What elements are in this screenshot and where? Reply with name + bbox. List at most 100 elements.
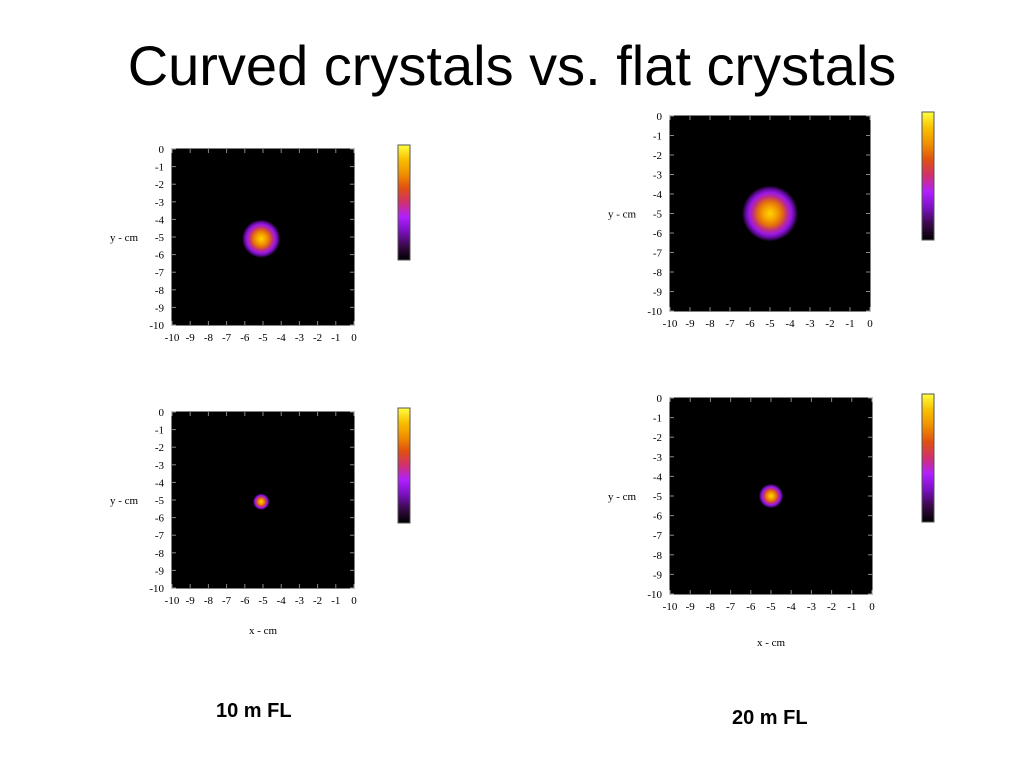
- y-tick-label: -4: [653, 189, 663, 201]
- y-tick-label: -4: [155, 214, 165, 226]
- y-tick-label: -5: [155, 495, 165, 507]
- x-tick-label: -2: [827, 601, 836, 613]
- y-tick-label: -9: [653, 287, 663, 299]
- colorbar: [397, 144, 411, 261]
- intensity-spot: [242, 219, 281, 258]
- x-tick-label: -1: [331, 595, 340, 607]
- slide-title: Curved crystals vs. flat crystals: [127, 34, 897, 97]
- x-tick-label: -9: [186, 332, 196, 344]
- y-tick-label: -4: [653, 471, 663, 483]
- y-tick-label: -10: [647, 589, 662, 601]
- x-tick-label: -7: [222, 332, 232, 344]
- x-tick-label: -2: [313, 332, 322, 344]
- x-tick-label: -9: [685, 318, 695, 330]
- y-tick-label: -6: [155, 513, 165, 525]
- y-tick-label: -7: [653, 530, 663, 542]
- x-axis-label: x - cm: [249, 625, 278, 637]
- x-tick-label: -6: [745, 318, 755, 330]
- y-tick-label: -9: [653, 569, 663, 581]
- y-tick-label: -2: [155, 179, 164, 191]
- x-tick-label: 0: [867, 318, 873, 330]
- intensity-spot: [742, 185, 798, 242]
- x-tick-label: -9: [186, 595, 196, 607]
- y-tick-label: -3: [653, 452, 663, 464]
- x-tick-label: -2: [825, 318, 834, 330]
- x-tick-label: -4: [787, 601, 797, 613]
- y-tick-label: -7: [155, 530, 165, 542]
- x-tick-label: 0: [351, 332, 357, 344]
- y-tick-label: -7: [653, 248, 663, 260]
- y-tick-label: -6: [653, 511, 663, 523]
- x-tick-label: -10: [663, 601, 678, 613]
- x-axis-label: x - cm: [757, 637, 786, 649]
- y-tick-label: -3: [155, 197, 165, 209]
- colorbar: [921, 111, 935, 241]
- x-tick-label: -3: [805, 318, 815, 330]
- colorbar: [921, 393, 935, 523]
- y-axis-label: y - cm: [608, 209, 637, 221]
- x-tick-label: -7: [725, 318, 735, 330]
- x-tick-label: -8: [204, 332, 214, 344]
- y-tick-label: 0: [159, 407, 165, 419]
- y-axis-label: y - cm: [110, 495, 139, 507]
- y-tick-label: -9: [155, 565, 165, 577]
- x-tick-label: -3: [295, 595, 305, 607]
- x-tick-label: -7: [222, 595, 232, 607]
- x-tick-label: -3: [807, 601, 817, 613]
- x-tick-label: -2: [313, 595, 322, 607]
- y-tick-label: -8: [155, 548, 165, 560]
- y-tick-label: 0: [159, 144, 165, 156]
- intensity-spot: [252, 493, 270, 510]
- y-tick-label: -8: [653, 550, 663, 562]
- x-tick-label: -7: [726, 601, 736, 613]
- y-tick-label: -3: [653, 170, 663, 182]
- intensity-spot: [758, 483, 784, 509]
- y-tick-label: -8: [653, 267, 663, 279]
- y-tick-label: -2: [653, 150, 662, 162]
- y-tick-label: -1: [653, 131, 662, 143]
- y-tick-label: -10: [149, 583, 164, 595]
- y-tick-label: -10: [149, 320, 164, 332]
- x-tick-label: -4: [277, 332, 287, 344]
- y-tick-label: -2: [653, 432, 662, 444]
- x-tick-label: 0: [869, 601, 875, 613]
- y-tick-label: 0: [657, 393, 663, 405]
- x-tick-label: -5: [765, 318, 775, 330]
- y-tick-label: -6: [155, 250, 165, 262]
- y-tick-label: -8: [155, 285, 165, 297]
- y-tick-label: -7: [155, 267, 165, 279]
- heatmap-flat-10m: 0-1-2-3-4-5-6-7-8-9-10-10 -9 -8 -7 -6 -5 -4 -3-…: [110, 407, 411, 637]
- heatmap-flat-20m: 0-1-2-3-4-5-6-7-8-9-10-10 -9 -8 -7 -6 -5 -4 -3-…: [608, 393, 935, 649]
- y-tick-label: -3: [155, 460, 165, 472]
- x-tick-label: -1: [845, 318, 854, 330]
- y-axis-label: y - cm: [110, 232, 139, 244]
- y-tick-label: -9: [155, 302, 165, 314]
- x-tick-label: -8: [706, 601, 716, 613]
- y-tick-label: -6: [653, 228, 663, 240]
- x-tick-label: -4: [785, 318, 795, 330]
- y-tick-label: -5: [653, 209, 663, 221]
- x-tick-label: -6: [240, 332, 250, 344]
- x-tick-label: -6: [240, 595, 250, 607]
- x-tick-label: -5: [766, 601, 776, 613]
- y-tick-label: -5: [653, 491, 663, 503]
- x-tick-label: -9: [686, 601, 696, 613]
- y-tick-label: -2: [155, 442, 164, 454]
- y-axis-label: y - cm: [608, 491, 637, 503]
- x-tick-label: -6: [746, 601, 756, 613]
- y-tick-label: -10: [647, 306, 662, 318]
- x-tick-label: -10: [165, 332, 180, 344]
- caption-20m-fl: 20 m FL: [732, 707, 808, 729]
- x-tick-label: -10: [663, 318, 678, 330]
- y-tick-label: -1: [155, 425, 164, 437]
- x-tick-label: -5: [258, 595, 268, 607]
- caption-10m-fl: 10 m FL: [216, 700, 292, 722]
- x-tick-label: -3: [295, 332, 305, 344]
- x-tick-label: -4: [277, 595, 287, 607]
- x-tick-label: -1: [847, 601, 856, 613]
- x-tick-label: -10: [165, 595, 180, 607]
- x-tick-label: 0: [351, 595, 357, 607]
- y-tick-label: -5: [155, 232, 165, 244]
- y-tick-label: 0: [657, 111, 663, 123]
- x-tick-label: -5: [258, 332, 268, 344]
